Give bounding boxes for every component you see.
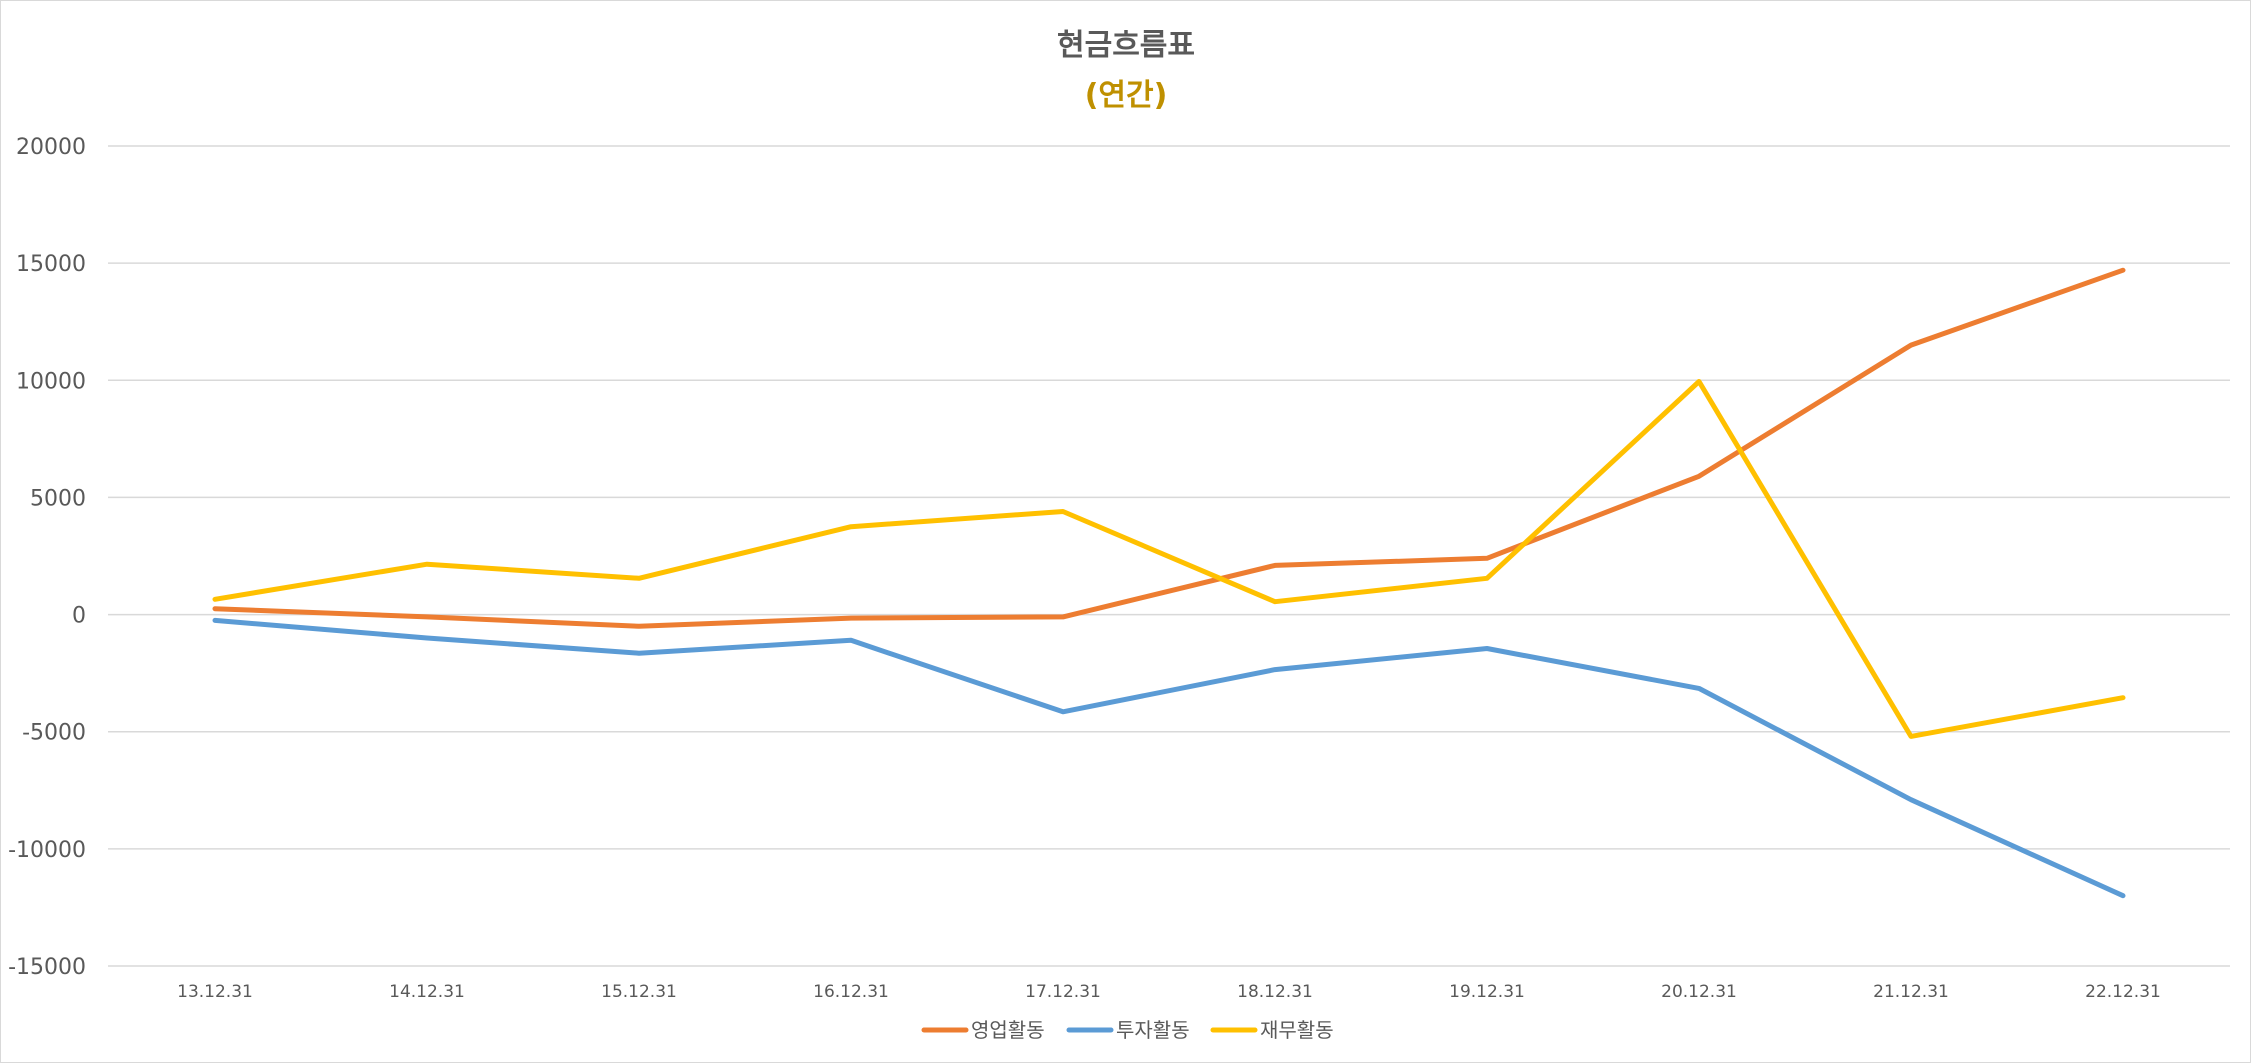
series-line-1 xyxy=(212,267,2126,629)
x-tick-label: 17.12.31 xyxy=(1025,982,1101,1002)
legend: 영업활동 투자활동 재무활동 xyxy=(921,1018,1334,1042)
series-line-2 xyxy=(212,617,2126,899)
chart-subtitle: (연간) xyxy=(1085,78,1168,113)
chart-title: 현금흐름표 xyxy=(1057,28,1195,63)
y-tick-label: 0 xyxy=(72,604,86,629)
y-axis-ticks: 20000 15000 10000 5000 0 -5000 -10000 -15000 xyxy=(8,135,86,980)
x-tick-label: 16.12.31 xyxy=(813,982,889,1002)
legend-label-3: 재무활동 xyxy=(1260,1018,1334,1042)
series-line-3 xyxy=(212,379,2126,739)
y-tick-label: -10000 xyxy=(8,838,86,863)
y-tick-label: -5000 xyxy=(22,721,86,746)
gridlines xyxy=(108,145,2230,967)
y-tick-label: 20000 xyxy=(16,135,86,160)
legend-label-2: 투자활동 xyxy=(1116,1018,1190,1042)
x-tick-label: 21.12.31 xyxy=(1873,982,1949,1002)
y-tick-label: 10000 xyxy=(16,369,86,394)
y-tick-label: 15000 xyxy=(16,252,86,277)
series-lines xyxy=(212,267,2126,899)
x-tick-label: 19.12.31 xyxy=(1449,982,1525,1002)
x-tick-label: 13.12.31 xyxy=(177,982,253,1002)
x-tick-label: 15.12.31 xyxy=(601,982,677,1002)
x-tick-label: 18.12.31 xyxy=(1237,982,1313,1002)
x-tick-label: 22.12.31 xyxy=(2085,982,2161,1002)
y-tick-label: -15000 xyxy=(8,955,86,980)
x-tick-label: 14.12.31 xyxy=(389,982,465,1002)
x-tick-label: 20.12.31 xyxy=(1661,982,1737,1002)
y-tick-label: 5000 xyxy=(30,486,86,511)
legend-label-1: 영업활동 xyxy=(971,1018,1045,1042)
x-axis-ticks: 13.12.31 14.12.31 15.12.31 16.12.31 17.12.31… xyxy=(177,982,2161,1002)
